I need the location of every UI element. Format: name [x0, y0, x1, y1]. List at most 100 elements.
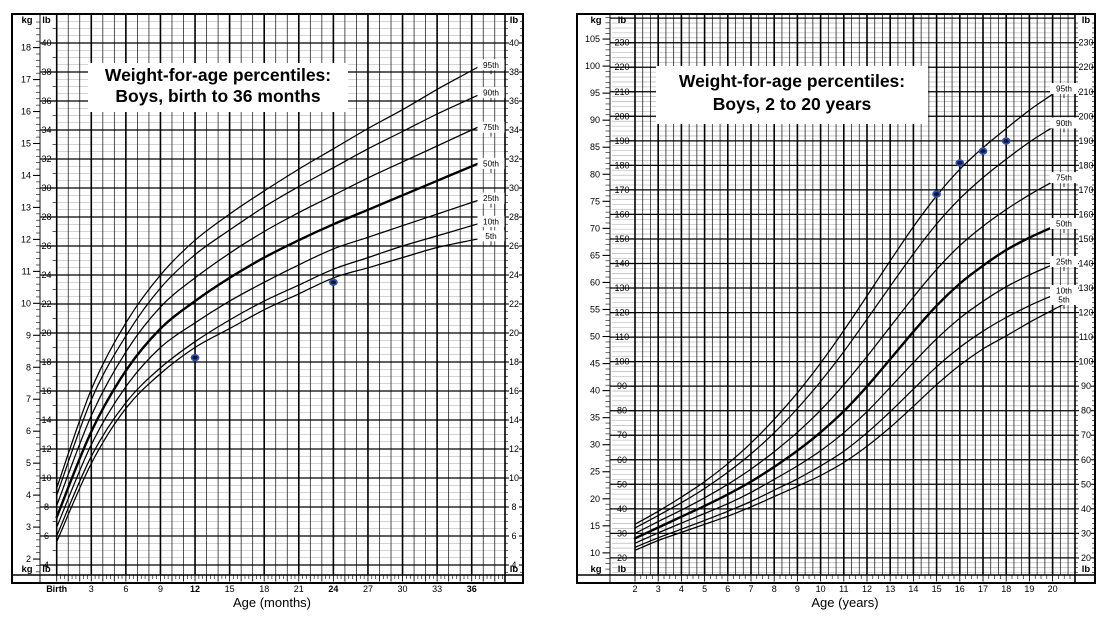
percentile-label-box: [1050, 117, 1078, 129]
svg-text:9: 9: [795, 584, 800, 594]
svg-text:190: 190: [614, 136, 629, 146]
percentile-label-box: [1050, 218, 1078, 230]
svg-text:24: 24: [328, 584, 338, 594]
svg-text:8: 8: [772, 584, 777, 594]
svg-text:28: 28: [509, 212, 519, 222]
svg-text:40: 40: [617, 504, 627, 514]
svg-text:230: 230: [614, 38, 629, 48]
svg-text:36: 36: [509, 96, 519, 106]
percentile-label-box: [1050, 83, 1078, 95]
svg-text:10: 10: [21, 298, 31, 308]
percentile-curve-90th: [634, 120, 1064, 529]
svg-text:6: 6: [123, 584, 128, 594]
svg-text:130: 130: [1078, 283, 1093, 293]
percentile-curves: [55, 61, 488, 543]
chart-title-line2: Boys, birth to 36 months: [115, 86, 320, 106]
svg-text:95: 95: [590, 88, 600, 98]
svg-text:38: 38: [41, 67, 51, 77]
patient-data-points: [932, 137, 1011, 198]
svg-text:kg: kg: [590, 564, 601, 575]
percentile-label-75th: 75th: [1056, 174, 1072, 183]
percentile-label-75th: 75th: [483, 123, 499, 132]
svg-text:12: 12: [190, 584, 200, 594]
svg-text:110: 110: [615, 332, 629, 342]
grid-major-horizontal: [610, 17, 1075, 559]
percentile-label-25th: 25th: [483, 194, 499, 203]
svg-text:180: 180: [1078, 160, 1093, 170]
svg-text:65: 65: [590, 250, 600, 260]
svg-text:80: 80: [590, 169, 600, 179]
svg-text:20: 20: [1048, 584, 1058, 594]
svg-text:16: 16: [955, 584, 965, 594]
percentile-curve-50th: [633, 221, 1065, 540]
svg-text:6: 6: [511, 531, 516, 541]
percentile-label-box: [477, 215, 505, 227]
percentile-curves: [633, 86, 1065, 551]
svg-text:24: 24: [41, 270, 51, 280]
svg-text:55: 55: [590, 304, 600, 314]
svg-text:220: 220: [1078, 62, 1093, 72]
patient-data-point: [978, 147, 988, 155]
svg-text:90: 90: [590, 115, 600, 125]
svg-text:20: 20: [1081, 553, 1091, 563]
patient-data-point: [1001, 137, 1011, 145]
svg-text:36: 36: [467, 584, 477, 594]
lb-axis-left: 20 30 40 50 60 70 80 90 100 110 120 130 140 150 160 170…: [614, 15, 635, 575]
svg-text:lb: lb: [618, 564, 627, 575]
svg-text:17: 17: [978, 584, 988, 594]
percentile-label-box: [477, 230, 505, 242]
svg-text:18: 18: [21, 43, 31, 53]
svg-text:16: 16: [509, 386, 519, 396]
percentile-label-10th: 10th: [1056, 286, 1072, 295]
svg-text:lb: lb: [1082, 564, 1091, 575]
svg-text:120: 120: [1078, 308, 1093, 318]
percentile-label-box: [477, 121, 505, 133]
svg-text:20: 20: [590, 494, 600, 504]
svg-text:32: 32: [41, 154, 51, 164]
percentile-label-box: [1050, 284, 1078, 296]
svg-text:170: 170: [1078, 185, 1093, 195]
svg-text:8: 8: [26, 362, 31, 372]
svg-text:19: 19: [1024, 584, 1034, 594]
svg-text:34: 34: [41, 125, 51, 135]
svg-text:180: 180: [614, 160, 629, 170]
svg-text:10: 10: [41, 473, 51, 483]
svg-text:90: 90: [1081, 381, 1091, 391]
percentile-curve-95th: [634, 86, 1064, 525]
percentile-label-10th: 10th: [483, 217, 499, 226]
svg-text:15: 15: [932, 584, 942, 594]
svg-text:22: 22: [41, 299, 51, 309]
svg-text:210: 210: [1078, 87, 1093, 97]
svg-text:120: 120: [614, 308, 629, 318]
child-growth-chart-svg: 1015202530354045505560657075808590951001…: [576, 13, 1096, 610]
percentile-label-box: [477, 86, 505, 98]
x-axis: 2 3 4 5 6 7 8 9 10 11 12 13 14 15 16 17 18 19 20 Age (years…: [632, 584, 1057, 610]
x-axis-minor-tick-strip: [577, 574, 1095, 582]
svg-text:30: 30: [617, 528, 627, 538]
x-axis-title: Age (months): [233, 595, 311, 610]
svg-text:3: 3: [26, 522, 31, 532]
svg-text:20: 20: [41, 328, 51, 338]
svg-text:70: 70: [590, 223, 600, 233]
percentile-curve-5th: [56, 236, 488, 543]
svg-text:50: 50: [1081, 479, 1091, 489]
chart-title-line1: Weight-for-age percentiles:: [105, 65, 331, 85]
svg-text:5: 5: [26, 458, 31, 468]
percentile-label-box: [477, 59, 505, 71]
svg-text:100: 100: [1078, 357, 1093, 367]
svg-text:9: 9: [158, 584, 163, 594]
percentile-curve-95th: [56, 61, 488, 489]
svg-text:190: 190: [1078, 136, 1093, 146]
percentile-label-50th: 50th: [483, 159, 499, 168]
svg-text:200: 200: [1078, 111, 1093, 121]
svg-text:15: 15: [225, 584, 235, 594]
chart-title-line2: Boys, 2 to 20 years: [713, 94, 872, 114]
svg-text:4: 4: [679, 584, 684, 594]
percentile-curve-25th: [56, 196, 488, 528]
svg-text:14: 14: [509, 415, 519, 425]
svg-text:200: 200: [614, 111, 629, 121]
x-axis-minor-tick-strip: [12, 574, 523, 582]
svg-text:30: 30: [398, 584, 408, 594]
